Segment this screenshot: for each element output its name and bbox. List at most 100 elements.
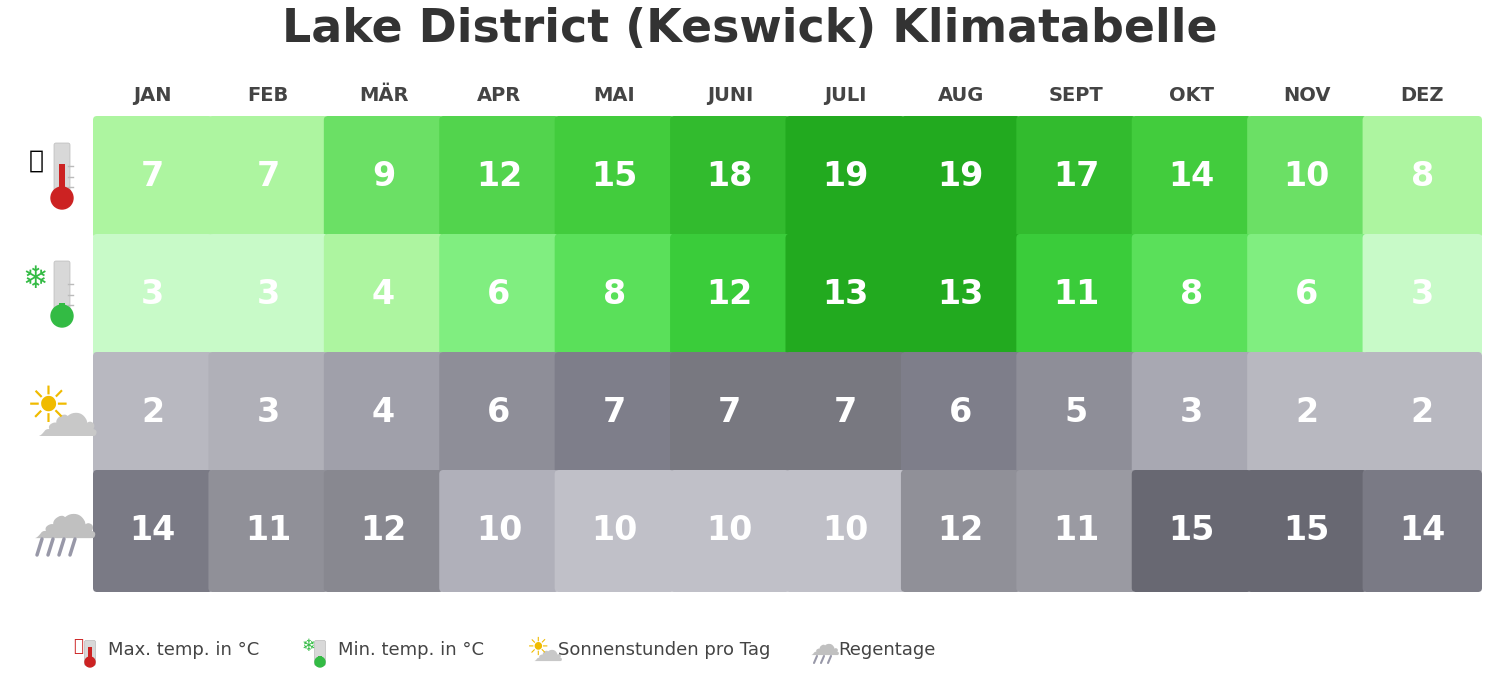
FancyBboxPatch shape [1131, 234, 1251, 356]
Text: JAN: JAN [134, 86, 172, 105]
Text: JUNI: JUNI [706, 86, 753, 105]
Circle shape [86, 657, 94, 667]
Circle shape [51, 305, 74, 327]
Text: 17: 17 [1053, 161, 1100, 193]
FancyBboxPatch shape [670, 116, 789, 238]
FancyBboxPatch shape [93, 352, 213, 474]
Text: 11: 11 [1053, 515, 1100, 548]
Text: 7: 7 [834, 397, 856, 429]
Text: ☀: ☀ [526, 636, 549, 660]
FancyBboxPatch shape [670, 352, 789, 474]
FancyBboxPatch shape [209, 116, 328, 238]
FancyBboxPatch shape [1362, 234, 1482, 356]
FancyBboxPatch shape [209, 352, 328, 474]
Text: 12: 12 [706, 279, 753, 311]
Text: ❄: ❄ [302, 637, 315, 655]
Text: Min. temp. in °C: Min. temp. in °C [338, 641, 484, 659]
FancyBboxPatch shape [1362, 352, 1482, 474]
Text: 3: 3 [256, 397, 279, 429]
FancyBboxPatch shape [555, 116, 674, 238]
FancyBboxPatch shape [1246, 116, 1366, 238]
FancyBboxPatch shape [902, 234, 1020, 356]
FancyBboxPatch shape [88, 647, 92, 662]
FancyBboxPatch shape [1362, 470, 1482, 592]
Text: 7: 7 [141, 161, 165, 193]
FancyBboxPatch shape [1131, 352, 1251, 474]
Text: 3: 3 [1410, 279, 1434, 311]
FancyBboxPatch shape [902, 352, 1020, 474]
Text: ☁: ☁ [32, 486, 99, 552]
FancyBboxPatch shape [93, 116, 213, 238]
FancyBboxPatch shape [786, 352, 904, 474]
FancyBboxPatch shape [555, 352, 674, 474]
FancyBboxPatch shape [324, 234, 444, 356]
FancyBboxPatch shape [440, 470, 558, 592]
Text: ☀: ☀ [26, 384, 70, 432]
FancyBboxPatch shape [1246, 470, 1366, 592]
Text: 4: 4 [372, 397, 394, 429]
Text: OKT: OKT [1168, 86, 1214, 105]
Text: 🔥: 🔥 [74, 637, 82, 655]
Text: 10: 10 [476, 515, 522, 548]
FancyBboxPatch shape [58, 303, 64, 318]
Text: APR: APR [477, 86, 520, 105]
Text: 8: 8 [603, 279, 625, 311]
Text: 18: 18 [706, 161, 753, 193]
FancyBboxPatch shape [786, 116, 904, 238]
Text: Sonnenstunden pro Tag: Sonnenstunden pro Tag [558, 641, 771, 659]
Text: 15: 15 [1168, 515, 1215, 548]
FancyBboxPatch shape [670, 470, 789, 592]
FancyBboxPatch shape [324, 116, 444, 238]
FancyBboxPatch shape [902, 470, 1020, 592]
Text: ☁: ☁ [810, 631, 840, 660]
Text: 12: 12 [360, 515, 407, 548]
FancyBboxPatch shape [1017, 470, 1136, 592]
Text: Regentage: Regentage [839, 641, 936, 659]
FancyBboxPatch shape [1131, 470, 1251, 592]
Text: 6: 6 [488, 279, 510, 311]
Text: 7: 7 [718, 397, 741, 429]
FancyBboxPatch shape [1246, 352, 1366, 474]
Text: 10: 10 [706, 515, 753, 548]
FancyBboxPatch shape [1017, 234, 1136, 356]
Text: AUG: AUG [938, 86, 984, 105]
Text: 3: 3 [1180, 397, 1203, 429]
Text: 4: 4 [372, 279, 394, 311]
Text: 12: 12 [476, 161, 522, 193]
Text: MAI: MAI [594, 86, 634, 105]
Text: 19: 19 [822, 161, 868, 193]
Text: DEZ: DEZ [1401, 86, 1444, 105]
Text: 10: 10 [822, 515, 868, 548]
FancyBboxPatch shape [315, 641, 326, 666]
Text: 15: 15 [591, 161, 638, 193]
Text: 14: 14 [129, 515, 176, 548]
Text: MÄR: MÄR [358, 86, 408, 105]
FancyBboxPatch shape [440, 116, 558, 238]
Text: 6: 6 [488, 397, 510, 429]
Text: 12: 12 [938, 515, 984, 548]
Text: 14: 14 [1168, 161, 1215, 193]
Text: NOV: NOV [1282, 86, 1330, 105]
Text: 6: 6 [1294, 279, 1318, 311]
FancyBboxPatch shape [324, 352, 444, 474]
FancyBboxPatch shape [1017, 352, 1136, 474]
FancyBboxPatch shape [209, 470, 328, 592]
Text: 11: 11 [1053, 279, 1100, 311]
Text: 2: 2 [1296, 397, 1318, 429]
FancyBboxPatch shape [1017, 116, 1136, 238]
Text: 3: 3 [141, 279, 165, 311]
Text: 3: 3 [256, 279, 279, 311]
Text: SEPT: SEPT [1048, 86, 1104, 105]
FancyBboxPatch shape [555, 470, 674, 592]
Text: 8: 8 [1180, 279, 1203, 311]
FancyBboxPatch shape [902, 116, 1020, 238]
FancyBboxPatch shape [440, 234, 558, 356]
Circle shape [315, 657, 326, 667]
Text: Lake District (Keswick) Klimatabelle: Lake District (Keswick) Klimatabelle [282, 7, 1218, 52]
Text: 2: 2 [141, 397, 165, 429]
FancyBboxPatch shape [58, 164, 64, 200]
FancyBboxPatch shape [786, 234, 904, 356]
FancyBboxPatch shape [93, 470, 213, 592]
FancyBboxPatch shape [324, 470, 444, 592]
Text: FEB: FEB [248, 86, 288, 105]
